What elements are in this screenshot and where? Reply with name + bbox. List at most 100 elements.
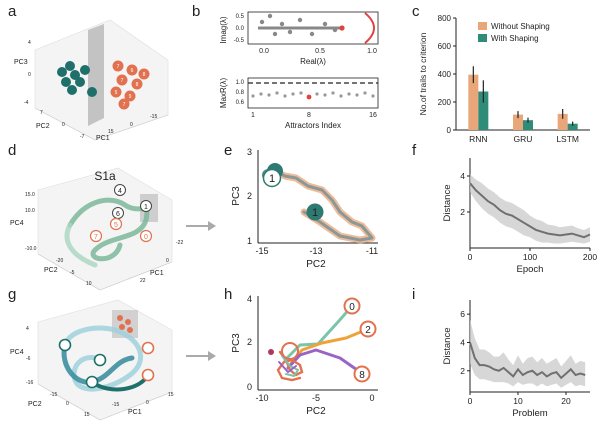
trajectory-node: [141, 341, 155, 355]
trajectory-cluster: [278, 361, 297, 374]
node-label: 1: [269, 173, 275, 185]
eigen-point: [267, 13, 273, 19]
tick: -5: [312, 393, 320, 403]
arrow-d-to-e: [186, 221, 216, 231]
tick: 15.0: [25, 192, 35, 198]
eigen-point: [279, 21, 285, 27]
tick: 0: [28, 72, 31, 78]
y-axis-label: No.of trails to criterion: [418, 32, 428, 115]
bar: [478, 91, 489, 130]
point-label: 8: [136, 82, 139, 88]
tick: -15: [150, 114, 157, 120]
y-axis-label: Distance: [442, 185, 453, 222]
y-tick-label: 2: [460, 207, 465, 217]
maxr-point: [363, 91, 367, 95]
legend-swatch: [478, 22, 487, 30]
x-tick-label: 20: [561, 396, 571, 406]
tick: 0: [66, 401, 69, 407]
tick: -15: [112, 402, 119, 408]
panel-d-title: S1a: [94, 169, 116, 183]
node-label: 6: [116, 211, 120, 218]
ylabel-imag: Imag(λ): [219, 16, 228, 43]
orange-point: [110, 86, 122, 98]
tick: 0: [369, 393, 374, 403]
tick: 15: [108, 129, 114, 135]
orange-point: [124, 90, 136, 102]
end-node: [353, 365, 371, 383]
box-edge: [34, 107, 96, 141]
maxr-point-highlight: [306, 94, 312, 100]
orange-point: [118, 98, 130, 110]
small-node: [117, 315, 123, 321]
x-tick-label: 10: [513, 396, 523, 406]
arrow-g-to-h: [186, 351, 216, 361]
tick: 15: [84, 412, 90, 418]
bar: [523, 120, 533, 130]
confidence-band: [470, 174, 590, 244]
tick: 0: [166, 258, 169, 264]
trajectory-orange: [288, 327, 370, 367]
tick: -10.0: [25, 246, 37, 252]
trajectory-path: [64, 222, 98, 268]
panel-d: 4 6 1 5 7 0 S1a PC4 15.0 10.0 -10.0 PC2 …: [10, 167, 183, 291]
panel-label-b: b: [192, 3, 200, 20]
y-tick-label: 200: [438, 98, 452, 107]
panel-label-e: e: [224, 142, 232, 159]
node-label: 5: [114, 222, 118, 229]
arrow-head: [208, 351, 216, 361]
chart-c-bars: 0 200 400 600 800 No.of trails to criterion RN…: [418, 14, 590, 144]
trajectory-path: [67, 197, 150, 262]
axis-label-pc4: PC4: [10, 349, 24, 356]
tick: -13: [309, 246, 322, 256]
node-label: 0: [144, 234, 148, 241]
box-edge: [37, 383, 101, 421]
teal-point: [65, 61, 75, 71]
tick: 7: [40, 110, 43, 116]
maxr-point: [355, 93, 359, 97]
tick: -5: [70, 270, 75, 276]
tick: 3: [247, 147, 252, 157]
tick: 0.8: [236, 90, 245, 96]
maxr-point: [331, 91, 335, 95]
ylabel-pc3: PC3: [231, 186, 242, 206]
y-tick-label: 2: [460, 366, 465, 376]
x-axis-label: Epoch: [517, 264, 544, 275]
legend-label: With Shaping: [491, 34, 539, 43]
tick: 10.0: [25, 208, 35, 214]
tick: 0: [247, 382, 252, 392]
maxr-point: [259, 92, 263, 96]
eigen-point-highlight: [339, 25, 345, 31]
maxr-point: [251, 94, 255, 98]
box-edge: [99, 261, 173, 291]
maxr-point: [291, 92, 295, 96]
panel-label-g: g: [8, 286, 16, 303]
tick: 4: [247, 294, 252, 304]
tick: 10: [86, 281, 92, 287]
orange-point: [126, 64, 138, 76]
chart-f-line: 0 100 200 4 2 Epoch Distance: [442, 158, 597, 275]
eigen-point: [287, 29, 293, 35]
chart-i-line: 0 10 20 6 4 2 Problem Distance: [442, 300, 590, 419]
eigen-point: [297, 17, 303, 23]
tick: 0.0: [236, 26, 245, 32]
tick: 0: [146, 400, 149, 406]
tick: -20: [56, 258, 63, 264]
x-tick-label: 0: [468, 396, 473, 406]
xlabel-pc2: PC2: [306, 259, 326, 270]
panel-label-i: i: [412, 286, 415, 303]
xlabel-real: Real(λ): [300, 57, 326, 66]
trajectory-node: [141, 368, 155, 382]
mean-line: [469, 182, 591, 239]
fixed-point-marker: [262, 168, 282, 188]
axis-label-pc2: PC2: [44, 267, 58, 274]
teal-point: [61, 77, 71, 87]
end-node: [343, 297, 361, 315]
x-tick-label: 0: [468, 252, 473, 262]
tick: 0.5: [315, 48, 325, 55]
eigen-point: [259, 19, 265, 25]
maxr-points: [251, 91, 375, 100]
small-node: [125, 319, 131, 325]
tick: -4: [24, 100, 29, 106]
trajectory-node: [58, 338, 72, 352]
